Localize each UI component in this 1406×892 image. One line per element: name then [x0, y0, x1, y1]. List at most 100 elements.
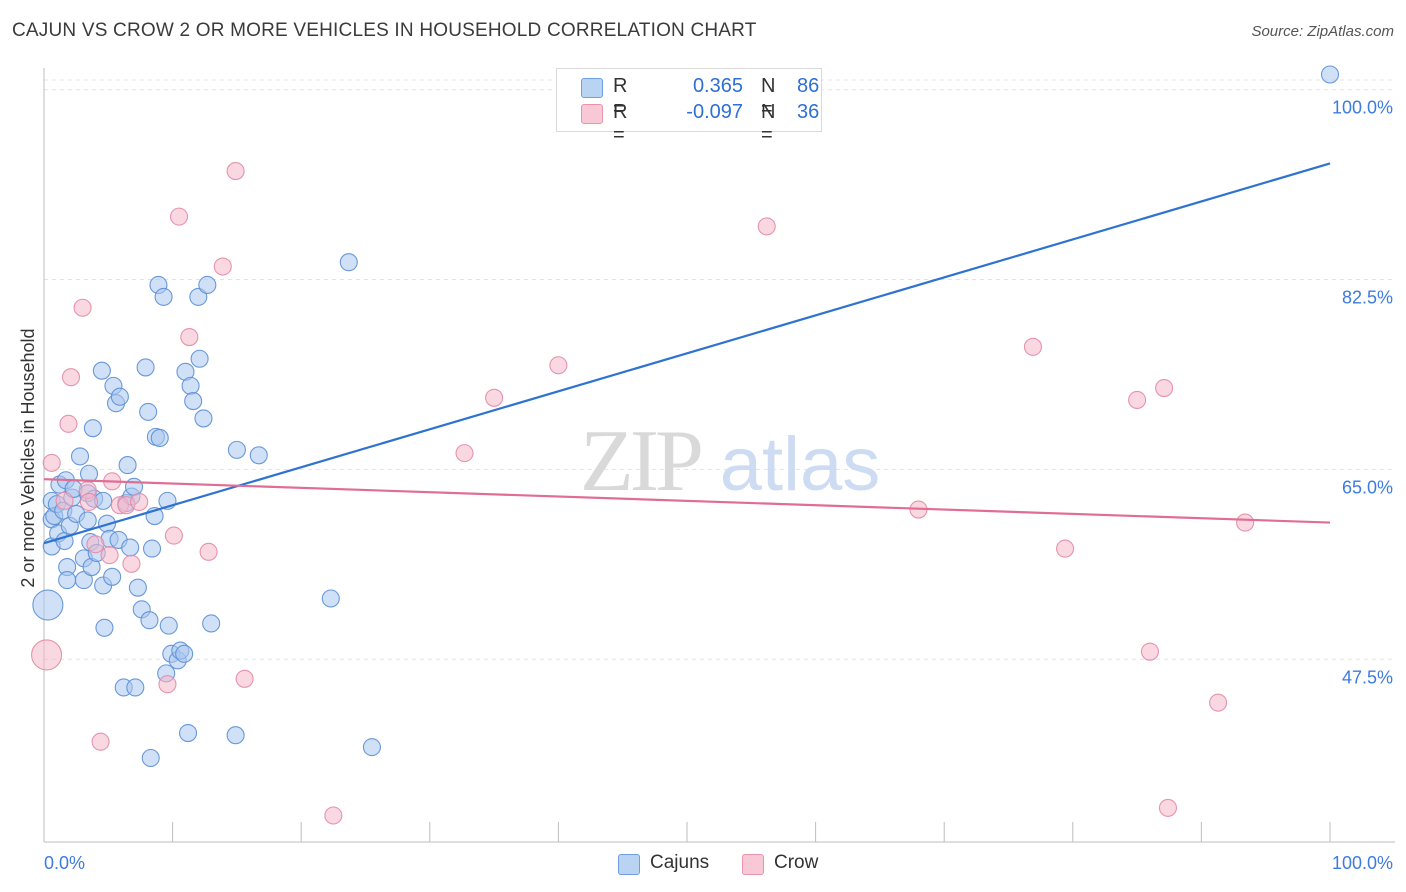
n-value: 86 [797, 75, 820, 97]
cajuns-swatch [581, 78, 603, 98]
cajuns-point [321, 589, 340, 608]
cajuns-point [339, 253, 358, 272]
cajuns-point [121, 538, 140, 557]
crow-point [169, 207, 189, 226]
crow-point [485, 388, 504, 407]
cajuns-point [92, 361, 111, 380]
crow-point [42, 453, 61, 472]
cajuns-point [70, 447, 90, 466]
cajuns-point [83, 419, 102, 438]
y-tick-label: 82.5% [1342, 288, 1393, 308]
x-tick-label: 0.0% [44, 853, 85, 873]
cajuns-point [190, 349, 209, 368]
crow-point [1128, 390, 1147, 410]
crow-point [122, 554, 141, 573]
cajuns-point [194, 409, 213, 428]
r-value: -0.097 [686, 101, 743, 123]
crow-point [59, 414, 78, 433]
cajuns-point [78, 511, 97, 530]
y-tick-label: 47.5% [1342, 667, 1393, 687]
cajuns-point [58, 571, 77, 590]
cajuns-point [118, 456, 137, 475]
cajuns-point [95, 618, 114, 637]
crow-point [86, 535, 105, 554]
crow-point [79, 492, 99, 512]
r-label: R = [613, 75, 628, 120]
crow-point [100, 546, 119, 565]
cajuns-point [141, 748, 160, 768]
legend-label-crow: Crow [774, 852, 819, 873]
crow-point [549, 356, 568, 375]
zipatlas-watermark: ZIP atlas [580, 413, 880, 510]
cajuns-point [124, 477, 144, 496]
n-value: 36 [797, 101, 820, 123]
crow-point [180, 328, 199, 347]
crow-point [31, 639, 63, 671]
y-tick-label: 100.0% [1332, 98, 1393, 118]
y-tick-label: 65.0% [1342, 477, 1393, 497]
cajuns-point [178, 723, 198, 743]
crow-point [61, 368, 81, 387]
cajuns-point [154, 287, 173, 306]
crow-swatch [581, 104, 603, 124]
crow-point [73, 298, 92, 317]
cajuns-point [103, 567, 122, 586]
cajuns-point [128, 578, 147, 597]
cajuns-point [202, 614, 221, 633]
points-layer [31, 65, 1340, 825]
cajuns-trend-line [43, 162, 1331, 545]
crow-point [199, 542, 218, 561]
cajuns-point [140, 611, 159, 630]
trend-layer [43, 162, 1331, 545]
cajuns-point [150, 428, 169, 447]
r-value: 0.365 [692, 75, 743, 97]
r-label: R = [613, 101, 628, 146]
correlation-legend: R = 0.365 N = 86 R = -0.097 N = 36 [556, 68, 822, 146]
n-label: N = [761, 75, 776, 120]
crow-point [455, 444, 474, 463]
cajuns-point [159, 616, 178, 635]
cajuns-point [142, 539, 162, 558]
grid-layer [44, 79, 1395, 660]
n-label: N = [761, 101, 776, 146]
cajuns-point [139, 402, 158, 421]
x-tick-label: 100.0% [1332, 853, 1393, 873]
crow-point [1140, 642, 1160, 661]
crow-point [757, 217, 776, 236]
cajuns-point [110, 387, 129, 406]
cajuns-point [226, 726, 245, 745]
crow-point [235, 669, 254, 688]
crow-point [164, 526, 183, 545]
cajuns-point [362, 738, 381, 757]
crow-trend-line [43, 478, 1331, 524]
cajuns-swatch [618, 854, 640, 875]
watermark-atlas: atlas [720, 422, 881, 507]
crow-point [1236, 513, 1255, 532]
watermark-zip: ZIP [580, 413, 701, 510]
axis-layer: 47.5% 65.0% 82.5% 100.0% 0.0% 100.0% [43, 68, 1395, 873]
cajuns-point [198, 275, 217, 295]
cajuns-point [32, 589, 64, 621]
cajuns-point [227, 440, 246, 459]
crow-point [158, 675, 177, 694]
crow-point [1155, 378, 1174, 398]
crow-point [91, 732, 110, 751]
crow-point [213, 257, 232, 276]
y-axis-label: 2 or more Vehicles in Household [18, 328, 38, 587]
cajuns-point [175, 644, 194, 663]
source-credit: Source: ZipAtlas.com [1251, 23, 1394, 40]
crow-point [55, 491, 74, 510]
crow-point [130, 492, 149, 512]
cajuns-point [181, 376, 200, 395]
legend-label-cajuns: Cajuns [650, 852, 710, 873]
crow-point [324, 806, 343, 825]
crow-point [226, 162, 245, 181]
cajuns-point [126, 678, 145, 697]
cajuns-point [1320, 65, 1340, 84]
crow-point [1056, 539, 1075, 558]
crow-point [1158, 798, 1178, 817]
cajuns-point [136, 358, 155, 377]
cajuns-point [249, 446, 268, 465]
cajuns-point [184, 392, 203, 411]
